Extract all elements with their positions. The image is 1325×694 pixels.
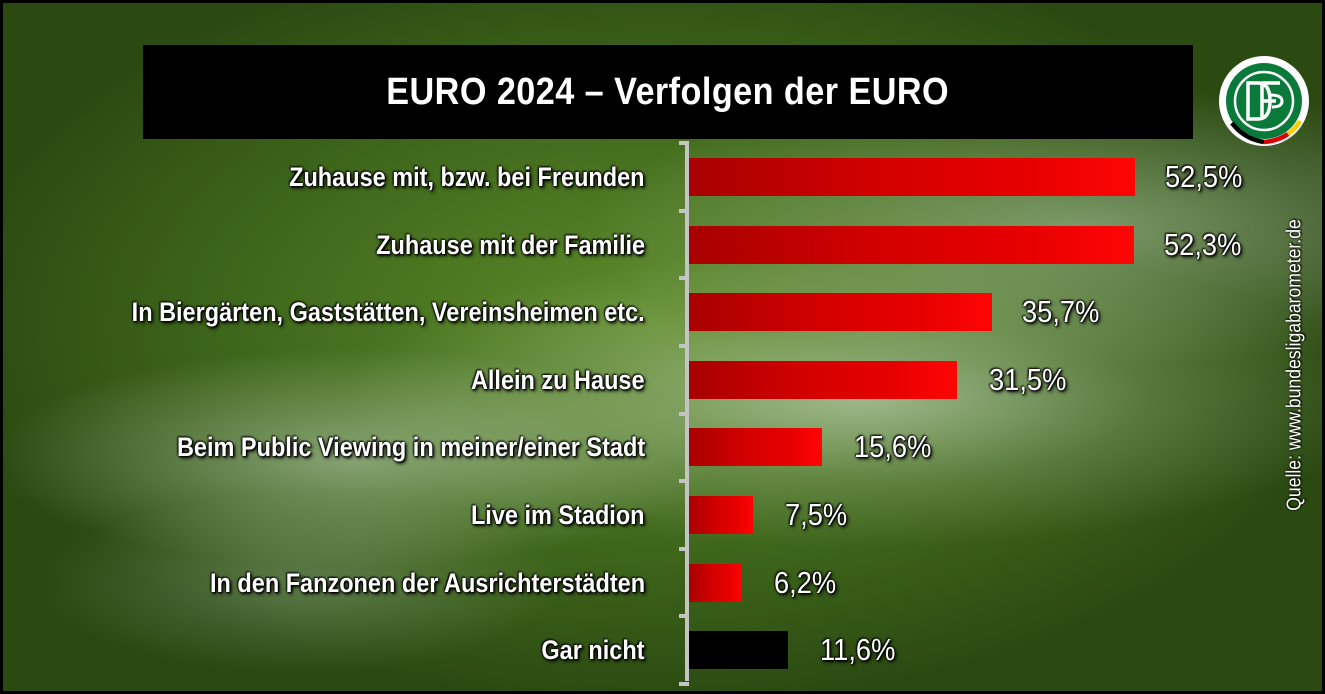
data-label: 52,3% xyxy=(1164,227,1242,262)
category-label: Zuhause mit, bzw. bei Freunden xyxy=(289,162,645,192)
category-label: Zuhause mit der Familie xyxy=(376,230,645,260)
bar xyxy=(689,293,992,331)
axis-tick xyxy=(679,412,689,416)
title-bar: EURO 2024 – Verfolgen der EURO xyxy=(143,45,1193,139)
chart-title: EURO 2024 – Verfolgen der EURO xyxy=(386,70,950,113)
data-label: 11,6% xyxy=(820,632,896,667)
category-label: In Biergärten, Gaststätten, Vereinsheime… xyxy=(131,297,645,327)
data-label: 15,6% xyxy=(854,429,932,464)
data-label: 35,7% xyxy=(1022,294,1100,329)
data-label: 52,5% xyxy=(1165,159,1243,194)
data-label: 31,5% xyxy=(989,362,1067,397)
axis-tick xyxy=(679,344,689,348)
category-label: Gar nicht xyxy=(541,635,645,665)
axis-tick xyxy=(679,682,689,686)
category-label: Beim Public Viewing in meiner/einer Stad… xyxy=(176,432,645,462)
dfb-logo-icon xyxy=(1218,55,1310,147)
category-label: In den Fanzonen der Ausrichterstädten xyxy=(209,568,645,598)
category-label: Live im Stadion xyxy=(471,500,645,530)
data-label: 6,2% xyxy=(774,565,837,600)
bar xyxy=(689,631,788,669)
axis-tick xyxy=(679,614,689,618)
axis-tick xyxy=(679,141,689,145)
axis-tick xyxy=(679,209,689,213)
bar xyxy=(689,496,753,534)
bar xyxy=(689,361,957,399)
category-label: Allein zu Hause xyxy=(471,365,645,395)
bar xyxy=(689,564,742,602)
bar xyxy=(689,428,822,466)
axis-tick xyxy=(679,479,689,483)
data-label: 7,5% xyxy=(785,497,848,532)
bar xyxy=(689,226,1134,264)
bar xyxy=(689,158,1135,196)
source-note: Quelle: www.bundesligabarometer.de xyxy=(1283,219,1306,511)
axis-tick xyxy=(679,547,689,551)
axis-tick xyxy=(679,276,689,280)
